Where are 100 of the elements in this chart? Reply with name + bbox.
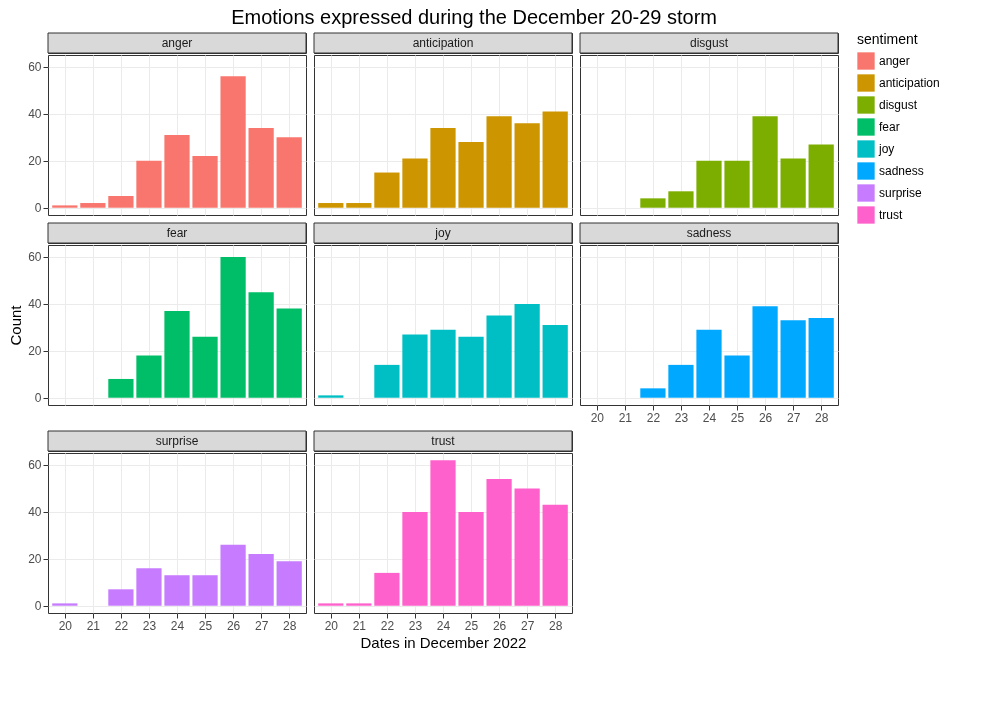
y-tick-label: 60	[28, 60, 42, 75]
bar	[248, 127, 274, 208]
x-tick-label: 24	[702, 410, 717, 425]
bar	[430, 127, 456, 208]
x-tick-label: 28	[282, 618, 297, 633]
y-tick-label: 60	[28, 458, 42, 473]
x-tick-label: 20	[58, 618, 73, 633]
legend-label: sadness	[879, 164, 924, 178]
text: trust	[431, 434, 455, 448]
text: surprise	[155, 434, 199, 448]
bar	[458, 142, 484, 208]
y-tick-label: 40	[28, 505, 42, 520]
bar	[346, 603, 372, 606]
bar	[780, 320, 806, 398]
bar	[696, 160, 722, 208]
y-tick-label: 0	[34, 599, 42, 614]
bar	[696, 329, 722, 398]
x-tick-label: 23	[674, 410, 689, 425]
bar	[542, 504, 568, 606]
text: fear	[166, 226, 188, 240]
y-axis-title: Count	[7, 304, 25, 346]
bar	[430, 460, 456, 606]
x-tick-label: 25	[730, 410, 745, 425]
bar	[458, 336, 484, 398]
bar	[318, 203, 344, 208]
legend-title: sentiment	[857, 31, 918, 47]
bar	[108, 589, 134, 606]
bar	[514, 488, 540, 606]
bar	[780, 158, 806, 208]
bar	[542, 325, 568, 398]
x-tick-label: 21	[618, 410, 633, 425]
bar	[402, 334, 428, 398]
y-tick-label: 0	[34, 201, 42, 216]
bar	[220, 76, 246, 208]
bar	[276, 137, 302, 208]
y-tick-label: 20	[28, 154, 42, 169]
text: Emotions expressed during the December 20-29 storm	[231, 6, 717, 28]
bar	[486, 315, 512, 398]
bar	[248, 554, 274, 606]
bar	[136, 568, 162, 606]
bar	[192, 575, 218, 606]
x-axis-title: Dates in December 2022	[360, 633, 527, 651]
legend-label: fear	[879, 120, 900, 134]
x-tick-label: 20	[590, 410, 605, 425]
x-tick-label: 22	[646, 410, 661, 425]
bar	[808, 317, 834, 398]
bar	[192, 156, 218, 208]
legend-label: joy	[878, 142, 895, 156]
bar	[248, 292, 274, 398]
x-tick-label: 27	[254, 618, 269, 633]
bar	[374, 364, 400, 398]
bar	[486, 116, 512, 208]
bar	[276, 561, 302, 606]
x-tick-label: 26	[758, 410, 773, 425]
bar	[374, 572, 400, 606]
bar	[108, 196, 134, 208]
x-tick-label: 26	[226, 618, 241, 633]
legend-label: disgust	[879, 98, 918, 112]
legend-label: anticipation	[879, 76, 940, 90]
x-tick-label: 21	[86, 618, 101, 633]
text: sadness	[686, 226, 732, 240]
bar	[52, 603, 78, 606]
bar	[136, 355, 162, 398]
x-tick-label: 25	[198, 618, 213, 633]
x-tick-label: 25	[464, 618, 479, 633]
text: joy	[435, 226, 451, 240]
bar	[514, 123, 540, 208]
bar	[164, 135, 190, 208]
legend-label: surprise	[879, 186, 923, 200]
bar	[402, 511, 428, 606]
bar	[430, 329, 456, 398]
y-tick-label: 60	[28, 250, 42, 265]
bar	[318, 603, 344, 606]
bar	[486, 479, 512, 606]
bar	[402, 158, 428, 208]
bar	[542, 111, 568, 208]
bar	[514, 303, 540, 398]
bar	[164, 575, 190, 606]
y-tick-label: 20	[28, 552, 42, 567]
bar	[668, 364, 694, 398]
bar	[752, 306, 778, 398]
bar	[458, 511, 484, 606]
bar	[108, 378, 134, 398]
x-tick-label: 22	[380, 618, 395, 633]
bar	[136, 160, 162, 208]
bar	[374, 172, 400, 208]
bar	[52, 205, 78, 208]
bar	[192, 336, 218, 398]
bar	[220, 256, 246, 398]
bar	[346, 203, 372, 208]
bar	[724, 160, 750, 208]
text: anger	[161, 36, 193, 50]
x-tick-label: 20	[324, 618, 339, 633]
y-tick-label: 40	[28, 297, 42, 312]
bar	[640, 198, 666, 208]
bar	[276, 308, 302, 398]
x-tick-label: 27	[786, 410, 801, 425]
x-tick-label: 28	[548, 618, 563, 633]
bar	[668, 191, 694, 208]
x-tick-label: 23	[142, 618, 157, 633]
